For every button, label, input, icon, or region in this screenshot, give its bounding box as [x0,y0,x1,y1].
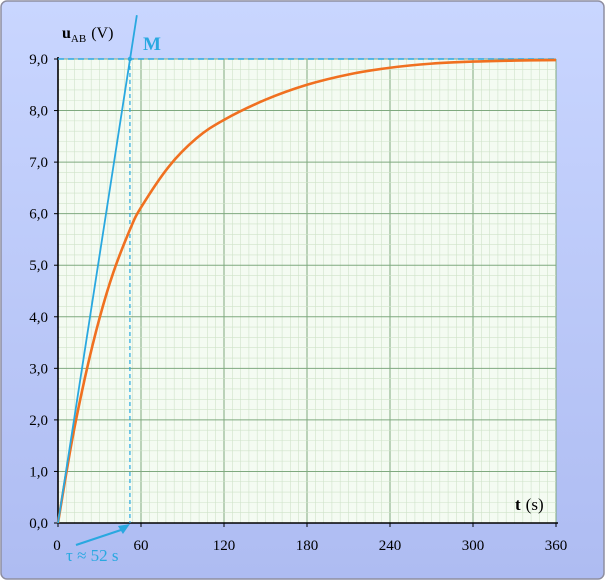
y-tick-label: 6,0 [29,207,48,223]
tau-label: τ ≈ 52 s [66,546,119,565]
y-tick-label: 5,0 [29,258,48,274]
y-tick-label: 4,0 [29,310,48,326]
x-axis-label: t (s) [515,495,544,514]
point-m-marker [127,56,133,62]
y-axis-variable: u [62,25,71,42]
x-tick-label: 300 [462,538,485,554]
y-tick-label: 7,0 [29,155,48,171]
y-axis-label: uAB (V) [62,25,113,45]
y-axis-subscript: AB [71,33,86,45]
y-tick-label: 9,0 [29,52,48,68]
x-tick-label: 360 [545,538,568,554]
y-tick-label: 1,0 [29,464,48,480]
x-axis-unit: (s) [526,495,544,514]
x-tick-label: 120 [213,538,236,554]
x-tick-label: 60 [134,538,149,554]
x-tick-label: 180 [296,538,319,554]
series-line [56,58,557,524]
y-tick-label: 8,0 [29,104,48,120]
x-tick-label: 0 [53,538,61,554]
y-tick-label: 2,0 [29,413,48,429]
tau-arrow [75,528,122,547]
x-axis-variable: t [515,495,521,514]
tau-arrowhead [117,524,130,534]
y-tick-label: 3,0 [29,361,48,377]
tick-labels: 0 60 120 180 240 300 360 0,0 1,0 2,0 3,0 4,0 5,0 6,0 7… [29,52,567,554]
point-label-m: M [143,34,161,55]
chart-marks [56,15,557,547]
y-tick-label: 0,0 [29,516,48,532]
tangent-line [57,15,138,524]
grid [57,58,557,524]
y-axis-unit: (V) [91,25,113,42]
x-tick-label: 240 [379,538,402,554]
